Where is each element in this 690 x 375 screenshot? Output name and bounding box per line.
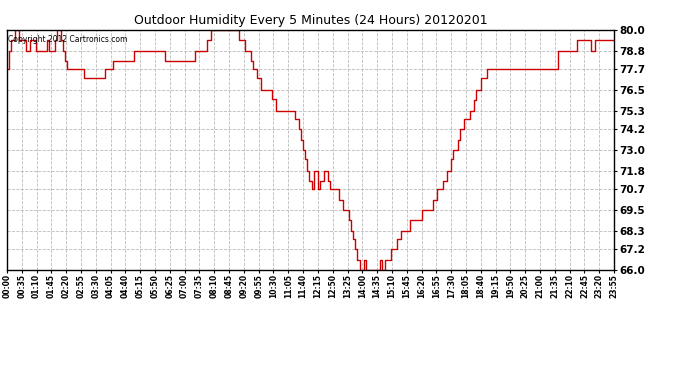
Title: Outdoor Humidity Every 5 Minutes (24 Hours) 20120201: Outdoor Humidity Every 5 Minutes (24 Hou… [134, 15, 487, 27]
Text: Copyright 2012 Cartronics.com: Copyright 2012 Cartronics.com [8, 35, 128, 44]
